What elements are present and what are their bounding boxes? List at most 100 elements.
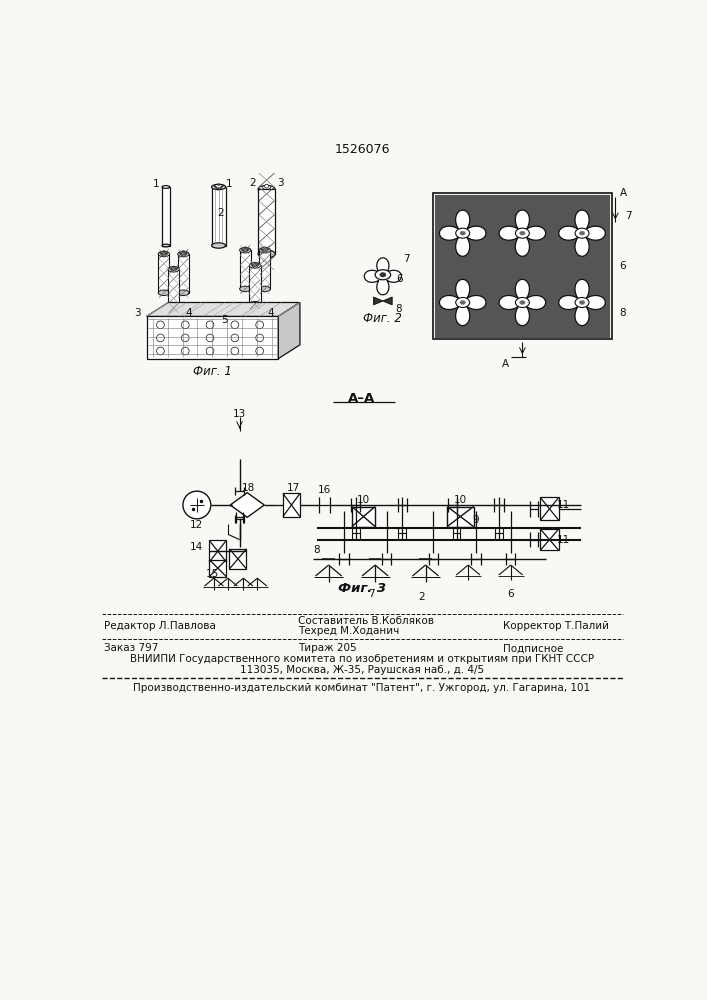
Bar [540, 497, 559, 520]
Text: 15: 15 [206, 569, 219, 579]
Ellipse shape [158, 290, 170, 296]
Circle shape [231, 334, 239, 342]
Ellipse shape [375, 270, 391, 280]
Ellipse shape [460, 301, 465, 304]
Bar [435, 195, 610, 338]
Circle shape [214, 185, 216, 187]
Circle shape [180, 252, 182, 255]
Circle shape [256, 321, 264, 329]
Text: 5: 5 [221, 315, 228, 325]
Text: 2: 2 [419, 592, 425, 602]
Circle shape [182, 251, 185, 253]
Circle shape [206, 347, 214, 355]
Circle shape [255, 265, 257, 267]
Text: Фиг. 3: Фиг. 3 [338, 582, 386, 595]
Circle shape [182, 347, 189, 355]
Circle shape [183, 491, 211, 519]
Circle shape [264, 247, 266, 249]
Bar [283, 493, 300, 517]
Polygon shape [258, 189, 275, 254]
Ellipse shape [250, 263, 261, 268]
Ellipse shape [162, 186, 170, 188]
Polygon shape [162, 187, 170, 246]
Circle shape [171, 269, 173, 271]
Text: ВНИИПИ Государственного комитета по изобретениям и открытиям при ГКНТ СССР: ВНИИПИ Государственного комитета по изоб… [130, 654, 594, 664]
Polygon shape [559, 279, 605, 326]
Text: 7: 7 [368, 589, 375, 599]
Text: A: A [502, 359, 509, 369]
Text: 16: 16 [318, 485, 332, 495]
Ellipse shape [240, 247, 251, 253]
Polygon shape [250, 265, 261, 304]
Text: 11: 11 [557, 535, 570, 545]
Ellipse shape [460, 231, 465, 235]
Text: Заказ 797: Заказ 797 [104, 643, 158, 653]
Text: 8: 8 [314, 545, 320, 555]
Text: 1: 1 [153, 179, 160, 189]
Text: Тираж 205: Тираж 205 [298, 643, 356, 653]
Bar [448, 507, 474, 527]
Ellipse shape [579, 301, 585, 304]
Text: Производственно-издательский комбинат "Патент", г. Ужгород, ул. Гагарина, 101: Производственно-издательский комбинат "П… [134, 683, 590, 693]
Circle shape [156, 334, 164, 342]
Bar [433, 193, 612, 339]
Text: 1526076: 1526076 [334, 143, 390, 156]
Text: Подписное: Подписное [503, 643, 563, 653]
Ellipse shape [259, 247, 270, 253]
Ellipse shape [211, 243, 226, 248]
Bar [352, 507, 375, 527]
Text: 2: 2 [217, 208, 223, 218]
Ellipse shape [240, 286, 251, 292]
Circle shape [252, 265, 255, 267]
Circle shape [156, 321, 164, 329]
Circle shape [206, 334, 214, 342]
Circle shape [264, 184, 269, 188]
Circle shape [184, 253, 186, 256]
Polygon shape [373, 297, 383, 305]
Circle shape [182, 321, 189, 329]
Circle shape [181, 253, 183, 256]
Polygon shape [230, 493, 264, 517]
Ellipse shape [259, 286, 270, 292]
Text: 11: 11 [557, 500, 570, 510]
Ellipse shape [211, 184, 226, 190]
Polygon shape [440, 210, 486, 256]
Circle shape [259, 187, 263, 190]
Polygon shape [240, 250, 251, 289]
Circle shape [241, 248, 244, 251]
Circle shape [262, 189, 265, 193]
Text: 18: 18 [243, 483, 255, 493]
Text: 1: 1 [226, 179, 233, 189]
Circle shape [163, 251, 165, 253]
Polygon shape [158, 254, 170, 293]
Circle shape [264, 190, 269, 194]
Bar [209, 560, 226, 577]
Text: Составитель В.Кобляков: Составитель В.Кобляков [298, 616, 433, 626]
Ellipse shape [515, 228, 530, 238]
Text: 8: 8 [619, 308, 626, 318]
Circle shape [262, 250, 264, 252]
Ellipse shape [515, 297, 530, 307]
Circle shape [267, 248, 269, 251]
Bar [230, 549, 247, 569]
Text: 9: 9 [472, 515, 479, 525]
Text: 4: 4 [186, 308, 192, 318]
Polygon shape [259, 250, 270, 289]
Circle shape [244, 247, 247, 249]
Text: 10: 10 [357, 495, 370, 505]
Ellipse shape [258, 185, 275, 193]
Circle shape [156, 347, 164, 355]
Circle shape [215, 187, 217, 189]
Ellipse shape [456, 297, 469, 307]
Circle shape [243, 250, 245, 252]
Polygon shape [499, 279, 546, 326]
Circle shape [175, 267, 177, 270]
Ellipse shape [162, 244, 170, 247]
Text: 6: 6 [508, 589, 514, 599]
Text: А–А: А–А [349, 392, 375, 405]
Text: Корректор Т.Палий: Корректор Т.Палий [503, 621, 609, 631]
Text: 4: 4 [267, 308, 274, 318]
Polygon shape [559, 210, 605, 256]
Circle shape [220, 187, 222, 189]
Polygon shape [146, 302, 300, 316]
